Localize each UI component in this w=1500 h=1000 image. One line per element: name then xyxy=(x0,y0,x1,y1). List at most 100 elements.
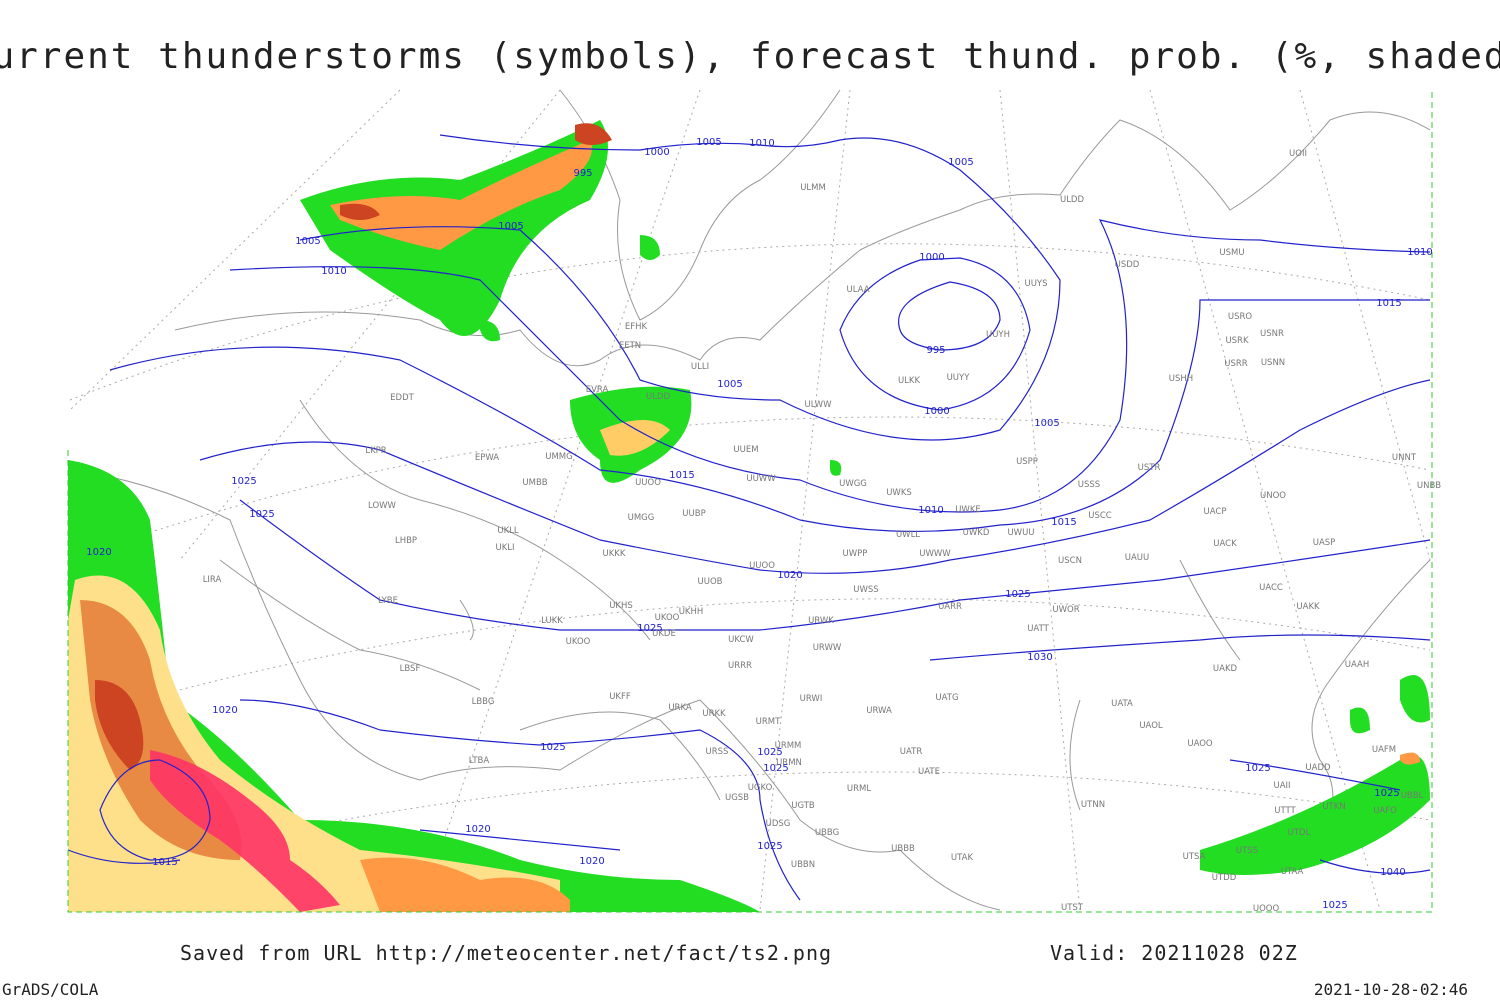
station-label: LBBG xyxy=(472,697,495,707)
station-label: UTNN xyxy=(1081,800,1105,810)
station-label: USRR xyxy=(1224,359,1248,369)
station-label: ULMM xyxy=(800,183,826,193)
station-label: LUKK xyxy=(541,616,563,626)
station-label: UKHS xyxy=(609,601,633,611)
isobar-label: 995 xyxy=(573,168,592,179)
station-label: UKHH xyxy=(679,607,704,617)
station-label: UKOO xyxy=(566,637,591,647)
station-label: UTSS xyxy=(1236,846,1258,856)
station-label: URSS xyxy=(706,747,729,757)
isobar-label: 1000 xyxy=(919,252,944,263)
isobar-label: 1025 xyxy=(763,763,788,774)
station-label: URRR xyxy=(728,661,752,671)
isobar-label: 1025 xyxy=(637,623,662,634)
software-credit: GrADS/COLA xyxy=(2,980,99,999)
station-label: UWLL xyxy=(896,530,920,540)
station-label: UWWW xyxy=(919,549,951,559)
station-label: UWKE xyxy=(955,505,981,515)
source-url: Saved from URL http://meteocenter.net/fa… xyxy=(180,941,832,965)
station-label: UGSB xyxy=(725,793,749,803)
station-label: UMMG xyxy=(545,452,572,462)
station-label: UMBB xyxy=(522,478,547,488)
station-label: UUBP xyxy=(682,509,705,519)
station-label: EFHK xyxy=(625,322,648,332)
isobar-label: 1015 xyxy=(1376,298,1401,309)
isobar-label: 1025 xyxy=(1005,589,1030,600)
station-label: UWKS xyxy=(886,488,912,498)
station-label: URMN xyxy=(776,758,802,768)
isobar-label: 1010 xyxy=(749,138,774,149)
station-label: UAAH xyxy=(1345,660,1369,670)
station-label: UUYS xyxy=(1024,279,1047,289)
station-label: UAII xyxy=(1273,781,1290,791)
isobar-label: 1020 xyxy=(579,856,604,867)
station-label: UWOR xyxy=(1052,605,1079,615)
station-label: UBBB xyxy=(891,844,915,854)
isobar-label: 1010 xyxy=(1407,247,1432,258)
map-frame xyxy=(67,90,1433,913)
station-label: URMM xyxy=(775,741,802,751)
station-label: UBBL xyxy=(1401,791,1424,801)
station-label: ULDD xyxy=(646,392,671,402)
station-label: UUEM xyxy=(733,445,758,455)
station-label: UATA xyxy=(1111,699,1133,709)
station-label: UTAK xyxy=(951,853,974,863)
station-label: ULKK xyxy=(898,376,921,386)
station-label: LKPR xyxy=(365,446,386,456)
map-title: Current thunderstorms (symbols), forecas… xyxy=(0,36,1500,77)
isobar-label: 1000 xyxy=(644,147,669,158)
station-label: UNNT xyxy=(1392,453,1417,463)
isobar-label: 1000 xyxy=(924,406,949,417)
station-label: UTDD xyxy=(1212,873,1237,883)
station-label: LTBA xyxy=(469,756,490,766)
station-label: UAOL xyxy=(1139,721,1163,731)
station-label: URWA xyxy=(866,706,892,716)
station-label: UMGG xyxy=(628,513,655,523)
station-label: UKDE xyxy=(652,629,676,639)
station-label: EVRA xyxy=(586,385,609,395)
station-label: UAKK xyxy=(1296,602,1320,612)
station-label: UTSA xyxy=(1183,852,1206,862)
timestamp: 2021-10-28-02:46 xyxy=(1314,980,1468,999)
station-label: EDDT xyxy=(390,393,414,403)
station-label: URWK xyxy=(808,616,834,626)
isobar-label: 1010 xyxy=(321,266,346,277)
station-label: UAUU xyxy=(1125,553,1149,563)
graticule xyxy=(69,89,1431,911)
station-label: UKLL xyxy=(497,526,519,536)
station-label: USHH xyxy=(1169,374,1193,384)
isobar-label: 1005 xyxy=(1034,418,1059,429)
isobar-label: 1020 xyxy=(212,705,237,716)
station-label: UNBB xyxy=(1417,481,1441,491)
station-label: UKCW xyxy=(728,635,754,645)
station-label: UAFM xyxy=(1372,745,1396,755)
station-label: UBBG xyxy=(815,828,839,838)
station-label: LOWW xyxy=(368,501,397,511)
station-label: USRO xyxy=(1228,312,1253,322)
thunder-probability-shading xyxy=(68,120,1430,912)
station-label: ULAA xyxy=(846,285,869,295)
station-label: URWW xyxy=(813,643,842,653)
station-label: USCC xyxy=(1088,511,1112,521)
isobar-label: 1025 xyxy=(757,841,782,852)
isobar-label: 1005 xyxy=(696,137,721,148)
station-label: UATR xyxy=(900,747,923,757)
isobar-label: 1010 xyxy=(918,505,943,516)
isobar-label: 1025 xyxy=(1322,900,1347,911)
station-label: UKFF xyxy=(609,692,631,702)
isobar-label: 1015 xyxy=(1051,517,1076,528)
isobar-label: 1025 xyxy=(1245,763,1270,774)
station-label: USPP xyxy=(1016,457,1038,467)
station-label: UKLI xyxy=(495,543,514,553)
isobar-label: 1005 xyxy=(717,379,742,390)
station-label: UUYY xyxy=(947,373,971,383)
station-label: UWPP xyxy=(843,549,868,559)
station-label: URKK xyxy=(702,709,726,719)
station-label: UTDL xyxy=(1288,828,1311,838)
station-label: UUOO xyxy=(749,561,775,571)
station-label: USDD xyxy=(1115,260,1140,270)
station-label: UUYH xyxy=(986,330,1010,340)
station-label: UACP xyxy=(1204,507,1227,517)
station-label: UATE xyxy=(918,767,940,777)
